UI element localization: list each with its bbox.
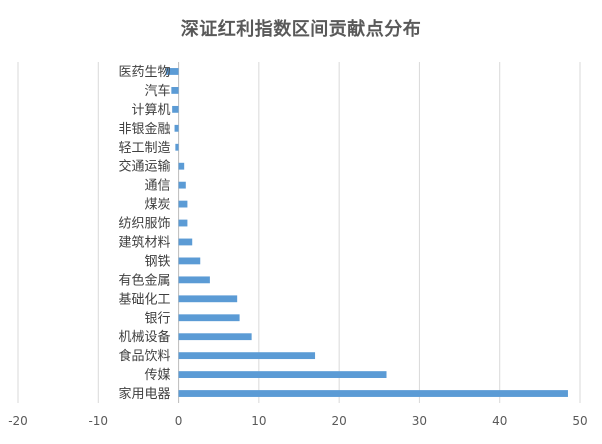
x-tick-label: 0 bbox=[175, 414, 183, 428]
category-label: 钢铁 bbox=[145, 254, 171, 269]
bar bbox=[178, 390, 568, 397]
bar bbox=[178, 181, 186, 189]
bar bbox=[171, 87, 179, 94]
bar bbox=[178, 314, 240, 322]
category-label: 家用电器 bbox=[119, 386, 171, 402]
category-label: 银行 bbox=[145, 311, 171, 326]
bar bbox=[178, 276, 210, 284]
bar bbox=[178, 333, 252, 341]
x-tick-label: -20 bbox=[8, 414, 28, 428]
bar bbox=[178, 162, 185, 170]
category-label: 纺织服饰 bbox=[119, 217, 171, 232]
x-tick-label: 50 bbox=[572, 414, 587, 428]
bar bbox=[178, 371, 387, 378]
category-label: 通信 bbox=[145, 179, 171, 194]
category-label: 食品饮料 bbox=[119, 348, 171, 364]
bar bbox=[172, 105, 179, 113]
bar bbox=[178, 352, 316, 360]
chart-title: 深证红利指数区间贡献点分布 bbox=[180, 19, 422, 40]
category-label: 基础化工 bbox=[119, 292, 171, 307]
bar bbox=[175, 143, 179, 151]
x-tick-label: 40 bbox=[492, 414, 507, 428]
bar bbox=[178, 219, 188, 227]
bar bbox=[178, 257, 201, 265]
category-label: 传媒 bbox=[145, 368, 171, 383]
bar bbox=[178, 238, 193, 246]
x-tick-label: 30 bbox=[412, 414, 427, 428]
bar bbox=[165, 68, 179, 75]
category-label: 计算机 bbox=[132, 103, 171, 118]
x-tick-label: -10 bbox=[88, 414, 108, 428]
bar bbox=[178, 200, 188, 208]
category-label: 交通运输 bbox=[119, 159, 171, 175]
category-label: 机械设备 bbox=[119, 329, 171, 345]
category-label: 建筑材料 bbox=[119, 234, 171, 250]
category-label: 煤炭 bbox=[145, 198, 171, 213]
category-label: 非银金融 bbox=[119, 121, 171, 137]
bar bbox=[174, 124, 179, 132]
category-label: 汽车 bbox=[145, 83, 171, 99]
category-label: 医药生物 bbox=[119, 65, 171, 80]
category-label: 有色金属 bbox=[119, 272, 171, 288]
x-tick-label: 10 bbox=[251, 414, 266, 428]
category-label: 轻工制造 bbox=[119, 141, 171, 156]
x-tick-label: 20 bbox=[332, 414, 347, 428]
bar bbox=[178, 295, 238, 303]
